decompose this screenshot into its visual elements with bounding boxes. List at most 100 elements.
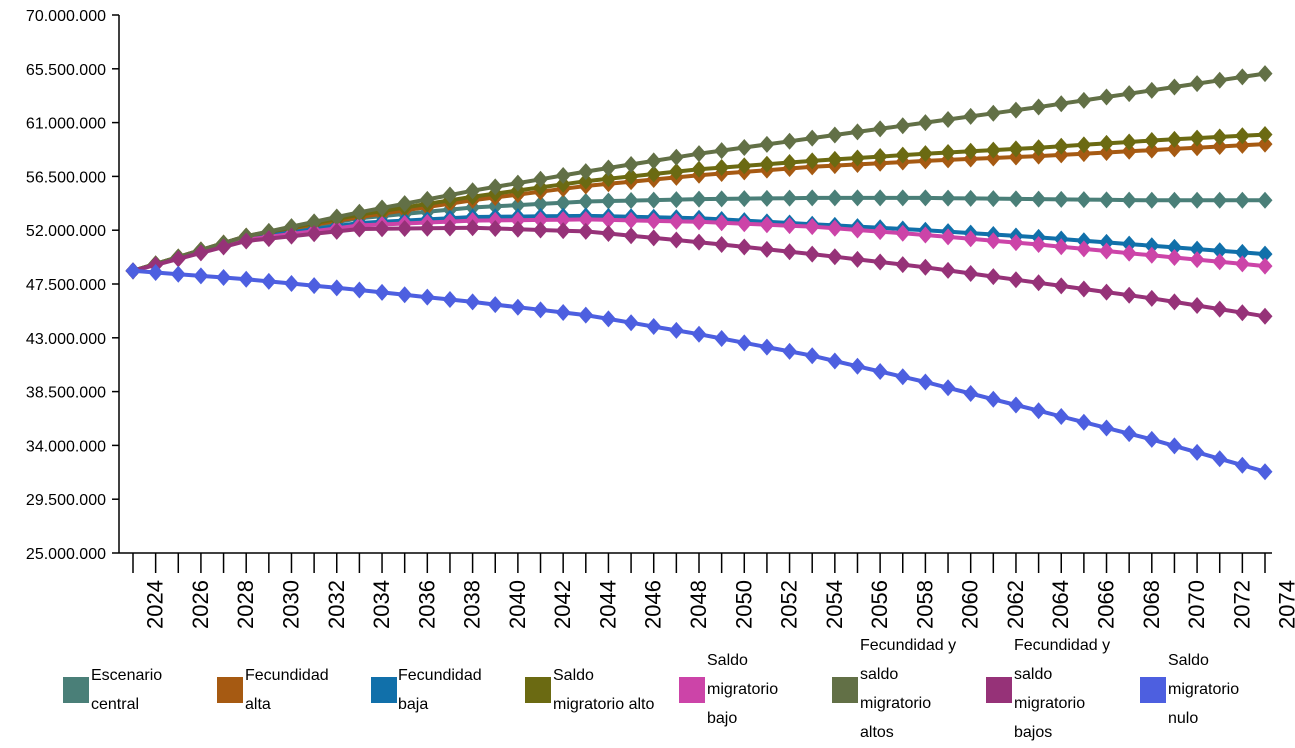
data-point [306, 277, 322, 295]
data-point [487, 178, 503, 196]
data-point [1076, 191, 1092, 209]
data-point [1031, 402, 1047, 420]
data-point [691, 233, 707, 251]
series-7 [125, 262, 1273, 481]
data-point [872, 253, 888, 271]
data-point [782, 217, 798, 235]
data-point [555, 222, 571, 240]
data-point [170, 265, 186, 283]
data-point [1076, 413, 1092, 431]
data-point [1166, 248, 1182, 266]
data-point [691, 325, 707, 343]
data-point [646, 165, 662, 183]
data-point [895, 146, 911, 164]
data-point [940, 110, 956, 128]
data-point [940, 189, 956, 207]
legend-item: Saldo migratorio bajo [679, 652, 778, 727]
data-point [963, 385, 979, 403]
data-point [827, 126, 843, 144]
data-point [419, 288, 435, 306]
legend-label: Fecundidad y saldo migratorio altos [860, 637, 956, 741]
x-tick-label: 2030 [278, 580, 303, 629]
data-point [1189, 139, 1205, 157]
data-point [374, 283, 390, 301]
data-point [872, 120, 888, 138]
data-point [419, 219, 435, 237]
data-point [465, 293, 481, 311]
legend-item: Fecundidad alta [217, 667, 329, 713]
data-point [125, 262, 141, 280]
data-point [1099, 419, 1115, 437]
data-point [736, 190, 752, 208]
data-point [1076, 136, 1092, 154]
data-point [510, 211, 526, 229]
data-point [1053, 137, 1069, 155]
data-point [1212, 450, 1228, 468]
data-point [804, 245, 820, 263]
data-point [1212, 242, 1228, 260]
data-point [329, 222, 345, 240]
data-point [1076, 91, 1092, 109]
legend-label: Fecundidad baja [398, 667, 482, 713]
data-point [600, 310, 616, 328]
data-point [940, 143, 956, 161]
data-point [555, 211, 571, 229]
data-point [578, 163, 594, 181]
data-point [1008, 271, 1024, 289]
data-point [1076, 145, 1092, 163]
data-point [940, 261, 956, 279]
data-point [963, 189, 979, 207]
legend-label: Fecundidad alta [245, 667, 329, 713]
data-point [193, 244, 209, 262]
data-point [283, 227, 299, 245]
data-point [1144, 430, 1160, 448]
data-point [351, 281, 367, 299]
legend-label: Escenario central [91, 667, 162, 713]
data-point [351, 203, 367, 221]
data-point [804, 189, 820, 207]
data-point [1008, 234, 1024, 252]
data-point [895, 117, 911, 135]
data-point [1099, 134, 1115, 152]
data-point [578, 306, 594, 324]
data-point [578, 210, 594, 228]
data-point [985, 268, 1001, 286]
data-point [917, 226, 933, 244]
data-point [895, 256, 911, 274]
data-point [1166, 78, 1182, 96]
data-point [782, 189, 798, 207]
data-point [600, 192, 616, 210]
data-point [1212, 128, 1228, 146]
legend-swatch [217, 677, 243, 703]
data-point [1121, 235, 1137, 253]
data-point [736, 334, 752, 352]
data-point [533, 301, 549, 319]
data-point [1121, 286, 1137, 304]
x-tick-label: 2028 [233, 580, 258, 629]
data-point [1189, 240, 1205, 258]
legend-swatch [63, 677, 89, 703]
data-point [600, 211, 616, 229]
data-point [397, 286, 413, 304]
data-point [1008, 396, 1024, 414]
data-point [419, 190, 435, 208]
data-point [940, 379, 956, 397]
data-point [1212, 253, 1228, 271]
data-point [216, 238, 232, 256]
data-point [1144, 246, 1160, 264]
data-point [623, 167, 639, 185]
data-point [985, 190, 1001, 208]
data-point [1234, 136, 1250, 154]
y-tick-label: 25.000.000 [26, 546, 106, 563]
data-point [170, 250, 186, 268]
data-point [804, 129, 820, 147]
data-point [1166, 293, 1182, 311]
data-point [782, 342, 798, 360]
data-point [465, 219, 481, 237]
data-point [555, 303, 571, 321]
data-point [714, 236, 730, 254]
legend-label: Saldo migratorio bajo [707, 652, 778, 727]
data-point [374, 199, 390, 217]
y-tick-label: 38.500.000 [26, 385, 106, 402]
